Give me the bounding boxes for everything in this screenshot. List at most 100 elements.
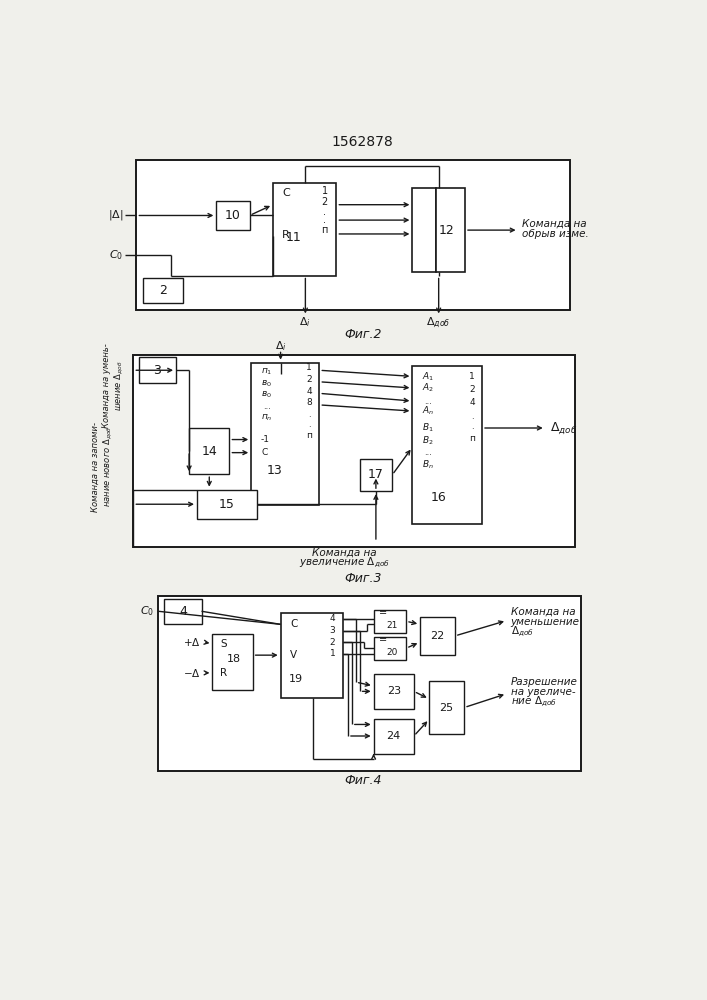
Bar <box>373 610 406 633</box>
Text: 23: 23 <box>387 686 401 696</box>
Text: -1: -1 <box>261 435 269 444</box>
Text: 15: 15 <box>219 498 235 511</box>
Text: Фиг.4: Фиг.4 <box>344 774 382 787</box>
Text: 8: 8 <box>306 398 312 407</box>
Text: 17: 17 <box>368 468 384 481</box>
Text: п: п <box>322 225 328 235</box>
Text: 21: 21 <box>387 621 398 630</box>
Text: C: C <box>290 619 298 629</box>
Text: 1: 1 <box>329 649 335 658</box>
Text: $-\Delta$: $-\Delta$ <box>183 667 201 679</box>
Text: 24: 24 <box>387 731 401 741</box>
Bar <box>273 183 337 276</box>
Text: Команда на: Команда на <box>312 548 376 558</box>
Text: $\Delta_i$: $\Delta_i$ <box>300 316 311 329</box>
Text: 11: 11 <box>286 231 302 244</box>
Text: =: = <box>379 609 387 619</box>
Text: .: . <box>471 412 473 421</box>
Bar <box>143 278 183 303</box>
Text: $в_0$: $в_0$ <box>261 378 272 389</box>
Text: $B_n$: $B_n$ <box>422 459 433 471</box>
Text: Команда на умень-
шение $\Delta_{доб}$: Команда на умень- шение $\Delta_{доб}$ <box>102 343 125 428</box>
Bar <box>139 357 176 383</box>
Text: ...: ... <box>263 402 271 411</box>
Text: .: . <box>308 420 310 429</box>
Text: 1: 1 <box>306 363 312 372</box>
Text: 1: 1 <box>469 372 475 381</box>
Text: .: . <box>308 410 310 419</box>
Text: 25: 25 <box>439 703 453 713</box>
Bar <box>197 490 257 519</box>
Text: 2: 2 <box>306 375 312 384</box>
Text: 4: 4 <box>469 398 475 407</box>
Bar <box>216 201 250 230</box>
Text: $B_1$: $B_1$ <box>422 422 433 434</box>
Text: Команда на запоми-
нание нового $\Delta_{доб}$: Команда на запоми- нание нового $\Delta_… <box>90 422 114 512</box>
Text: 12: 12 <box>438 224 455 237</box>
Text: 14: 14 <box>201 445 217 458</box>
Text: Команда на: Команда на <box>522 219 587 229</box>
Text: =: = <box>379 636 387 646</box>
Text: 4: 4 <box>306 387 312 396</box>
Text: $\Delta_{доб}$: $\Delta_{доб}$ <box>510 625 534 639</box>
Text: 2: 2 <box>322 197 328 207</box>
Text: $|\Delta|$: $|\Delta|$ <box>107 208 123 222</box>
Text: 20: 20 <box>387 648 398 657</box>
Text: $+\Delta$: $+\Delta$ <box>183 636 201 648</box>
Text: V: V <box>290 650 298 660</box>
Text: C: C <box>282 188 290 198</box>
Bar <box>436 188 465 272</box>
Text: $\Delta_{доб}$: $\Delta_{доб}$ <box>549 420 577 436</box>
Text: 1562878: 1562878 <box>332 135 394 149</box>
Bar <box>134 355 575 547</box>
Bar <box>281 613 343 698</box>
Bar <box>212 634 252 690</box>
Text: .: . <box>323 215 326 225</box>
Text: 16: 16 <box>431 491 447 504</box>
Text: 1: 1 <box>322 186 328 196</box>
Text: Команда на: Команда на <box>510 606 575 616</box>
Text: $A_n$: $A_n$ <box>421 405 434 417</box>
Bar <box>164 599 201 624</box>
Text: R: R <box>282 231 290 240</box>
Text: $\Delta_{доб}$: $\Delta_{доб}$ <box>426 315 451 330</box>
Bar <box>251 363 320 505</box>
Text: C: C <box>262 448 268 457</box>
Bar <box>189 428 230 474</box>
Text: ние $\Delta_{доб}$: ние $\Delta_{доб}$ <box>510 695 557 709</box>
Text: $в_0$: $в_0$ <box>261 390 272 400</box>
Bar <box>360 459 392 491</box>
Text: уменьшение: уменьшение <box>510 617 580 627</box>
Bar <box>412 366 482 524</box>
Text: .: . <box>471 422 473 431</box>
Text: 2: 2 <box>159 284 167 297</box>
Text: $C_0$: $C_0$ <box>109 248 123 262</box>
Text: п: п <box>469 434 475 443</box>
Text: увеличение $\Delta_{доб}$: увеличение $\Delta_{доб}$ <box>298 556 390 570</box>
Text: 22: 22 <box>430 631 444 641</box>
Text: $п_1$: $п_1$ <box>261 367 272 377</box>
Text: 10: 10 <box>225 209 240 222</box>
Text: $п_n$: $п_n$ <box>261 413 272 423</box>
Text: $\Delta_i$: $\Delta_i$ <box>274 339 286 353</box>
Text: $A_1$: $A_1$ <box>422 370 434 383</box>
Text: 2: 2 <box>469 385 475 394</box>
Bar <box>429 681 464 734</box>
Text: 13: 13 <box>267 464 282 477</box>
Text: 4: 4 <box>329 614 335 623</box>
Bar <box>420 617 455 655</box>
Text: Фиг.3: Фиг.3 <box>344 572 382 585</box>
Text: .: . <box>323 207 326 217</box>
Text: R: R <box>221 668 228 678</box>
Bar <box>373 637 406 660</box>
Bar <box>373 674 414 709</box>
Bar <box>158 596 580 771</box>
Text: п: п <box>306 431 312 440</box>
Text: 4: 4 <box>179 605 187 618</box>
Bar <box>412 188 436 272</box>
Bar <box>136 160 571 310</box>
Text: Фиг.2: Фиг.2 <box>344 328 382 341</box>
Text: ...: ... <box>424 448 432 457</box>
Text: $C_0$: $C_0$ <box>140 604 154 618</box>
Text: $B_2$: $B_2$ <box>422 434 433 447</box>
